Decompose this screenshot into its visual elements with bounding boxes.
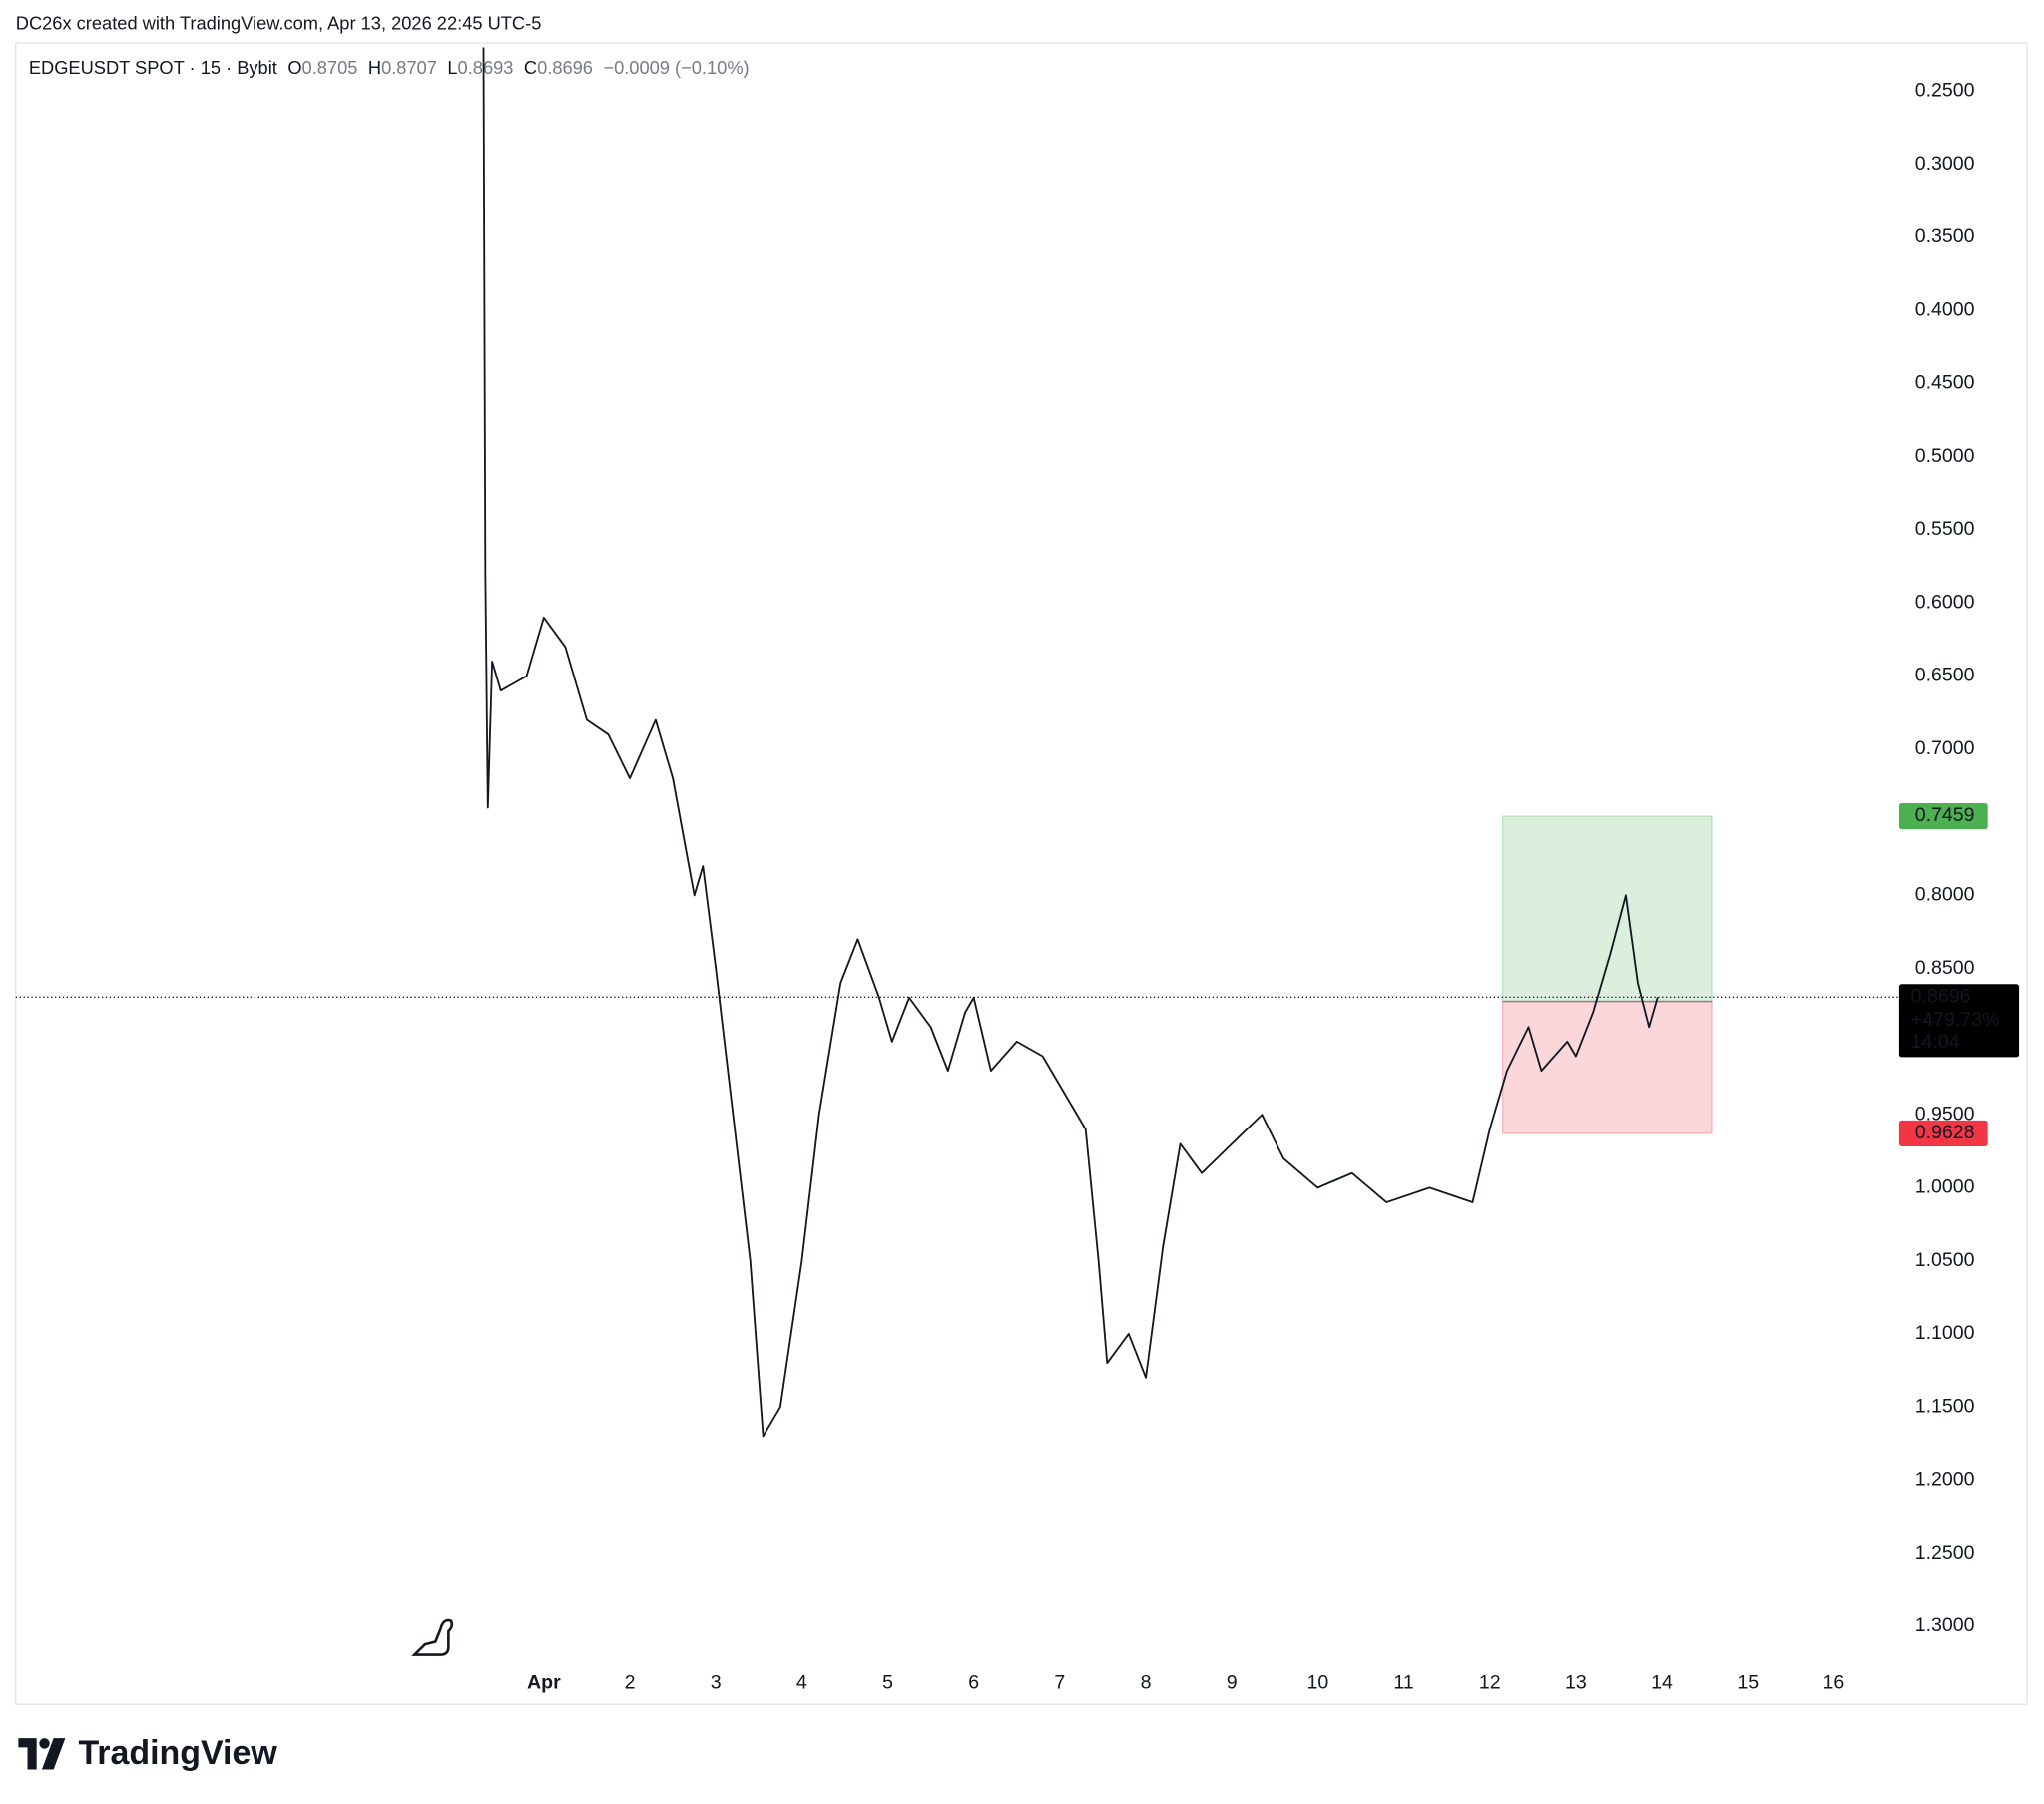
loss-zone [1502, 1000, 1713, 1134]
x-tick-label: 8 [1141, 1671, 1152, 1693]
credit: DC26x created with TradingView.com, Apr … [16, 13, 542, 34]
y-tick-label: 0.3000 [1915, 153, 1975, 175]
x-tick-label: Apr [527, 1671, 561, 1693]
y-tick-label: 0.8500 [1915, 957, 1975, 979]
y-tick-label: 1.0000 [1915, 1176, 1975, 1198]
x-tick-label: 14 [1651, 1671, 1673, 1693]
x-tick-label: 12 [1479, 1671, 1501, 1693]
symbol-legend: EDGEUSDT SPOT · 15 · Bybit O0.8705 H0.8707… [29, 57, 750, 78]
y-tick-label: 0.5500 [1915, 518, 1975, 540]
x-tick-label: 16 [1823, 1671, 1845, 1693]
y-tick-label: 0.7000 [1915, 737, 1975, 759]
ohlc-value: 0.8705 [302, 57, 358, 78]
price-line [482, 47, 1659, 1438]
last-price-badge [1898, 984, 2020, 1058]
dino-icon [411, 1618, 454, 1656]
y-tick-label: 1.1500 [1915, 1395, 1975, 1417]
target-label: 0.7459 [1915, 804, 1975, 826]
change: −0.0009 (−0.10%) [603, 57, 749, 78]
last-price-label: 0.8696 [1911, 985, 1971, 1007]
ohlc-value: 0.8696 [537, 57, 593, 78]
x-tick-label: 7 [1054, 1671, 1065, 1693]
x-tick-label: 9 [1227, 1671, 1238, 1693]
y-tick-label: 1.1000 [1915, 1322, 1975, 1344]
y-tick-label: 1.2500 [1915, 1542, 1975, 1564]
last-change-label: +479.73% [1911, 1009, 2000, 1031]
y-tick-label: 0.4000 [1915, 298, 1975, 320]
y-tick-label: 1.3000 [1915, 1614, 1975, 1636]
x-tick-label: 11 [1393, 1671, 1413, 1693]
y-tick-label: 0.2500 [1915, 80, 1975, 102]
x-tick-label: 5 [882, 1671, 893, 1693]
brand-logo [18, 1738, 66, 1770]
ohlc-label: O [287, 57, 301, 78]
x-tick-label: 10 [1307, 1671, 1329, 1693]
ohlc-label: C [524, 57, 537, 78]
stop-badge [1898, 1120, 1988, 1146]
y-tick-label: 0.4500 [1915, 372, 1975, 394]
x-tick-label: 15 [1737, 1671, 1759, 1693]
y-tick-label: 0.9500 [1915, 1103, 1975, 1125]
y-tick-label: 0.6000 [1915, 591, 1975, 613]
ohlc-value: 0.8707 [381, 57, 437, 78]
symbol: EDGEUSDT SPOT · 15 · Bybit [29, 57, 277, 78]
x-tick-label: 2 [625, 1671, 636, 1693]
x-tick-label: 4 [796, 1671, 807, 1693]
y-tick-label: 0.6500 [1915, 665, 1975, 686]
ohlc-label: H [368, 57, 381, 78]
chart-frame [15, 42, 2028, 1705]
y-tick-label: 1.2000 [1915, 1469, 1975, 1491]
ohlc-value: 0.8693 [458, 57, 514, 78]
x-tick-label: 3 [711, 1671, 722, 1693]
brand-name: TradingView [78, 1734, 277, 1772]
x-tick-label: 13 [1565, 1671, 1587, 1693]
ohlc-label: L [447, 57, 457, 78]
y-tick-label: 0.8000 [1915, 884, 1975, 906]
stop-label: 0.9628 [1915, 1122, 1975, 1143]
x-tick-label: 6 [968, 1671, 979, 1693]
y-tick-label: 0.5000 [1915, 445, 1975, 467]
profit-zone [1502, 815, 1713, 1003]
countdown-label: 14:04 [1911, 1031, 1960, 1053]
y-tick-label: 0.3500 [1915, 226, 1975, 247]
y-tick-label: 1.0500 [1915, 1249, 1975, 1271]
target-badge [1898, 803, 1988, 830]
